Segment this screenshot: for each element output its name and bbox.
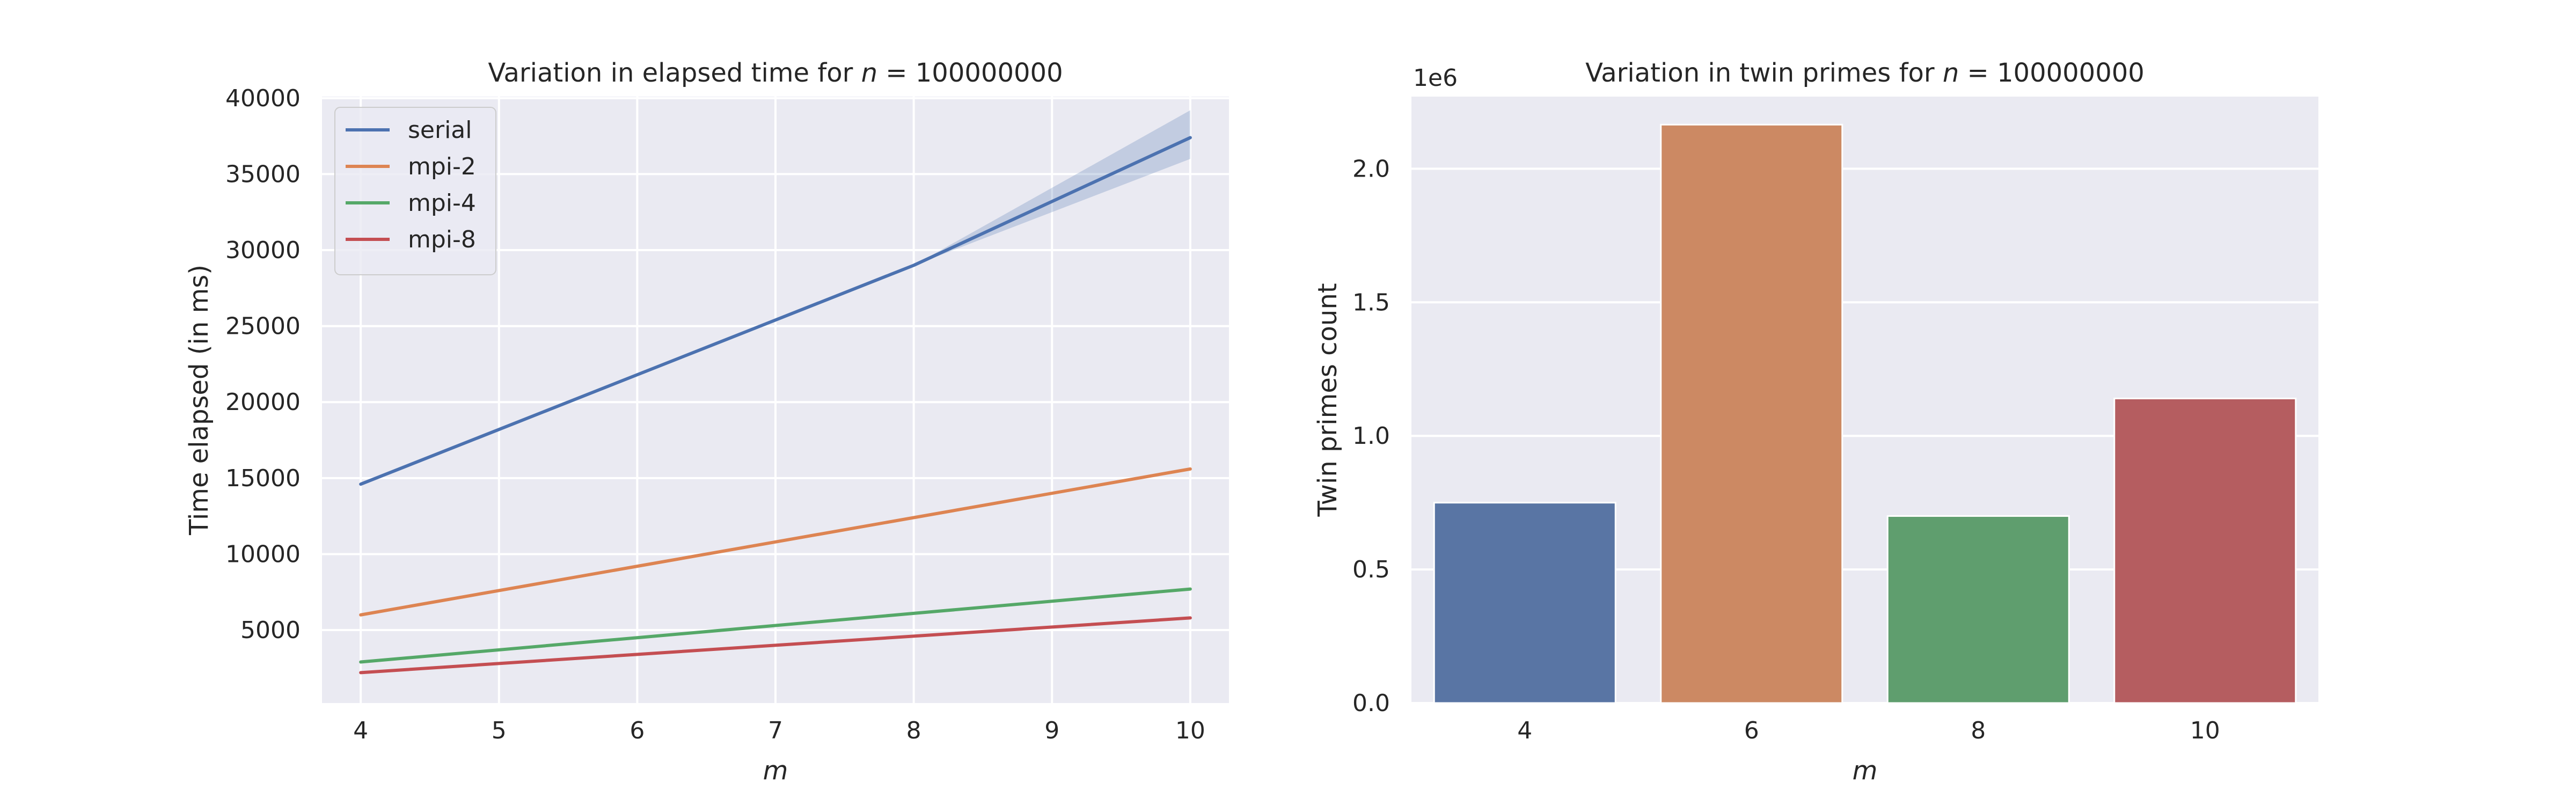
y-tick-label: 25000 — [225, 313, 301, 340]
y-tick-label: 10000 — [225, 540, 301, 568]
legend-label-serial: serial — [408, 116, 472, 144]
y-tick-labels: 5000 10000 15000 20000 25000 30000 35000 40000 — [225, 85, 301, 644]
x-tick-label: 6 — [630, 717, 645, 744]
x-tick-label: 10 — [1175, 717, 1205, 744]
x-tick-labels: 4 6 8 10 — [1517, 717, 2220, 744]
x-axis-label: m — [763, 756, 788, 786]
chart-title: Variation in twin primes for n = 1000000… — [1585, 58, 2145, 88]
y-tick-label: 40000 — [225, 85, 301, 112]
x-tick-label: 4 — [1517, 717, 1532, 744]
x-tick-label: 10 — [2190, 717, 2220, 744]
x-tick-label: 7 — [768, 717, 783, 744]
y-tick-label: 15000 — [225, 465, 301, 492]
y-tick-label: 5000 — [240, 617, 301, 644]
x-tick-label: 4 — [353, 717, 368, 744]
y-tick-labels: 0.0 0.5 1.0 1.5 2.0 — [1352, 155, 1390, 717]
legend-box — [334, 107, 496, 275]
grid — [322, 97, 1229, 703]
series-line-serial — [359, 136, 1192, 486]
y-axis-label: Twin primes count — [1313, 283, 1343, 517]
y-tick-label: 1.0 — [1352, 422, 1390, 450]
x-tick-label: 8 — [906, 717, 921, 744]
axis-offset-label: 1e6 — [1413, 64, 1458, 92]
x-tick-label: 9 — [1044, 717, 1059, 744]
y-tick-label: 35000 — [225, 160, 301, 188]
bar-10 — [2113, 398, 2297, 704]
legend: serial mpi-2 mpi-4 mpi-8 — [334, 107, 496, 275]
y-tick-label: 0.0 — [1352, 690, 1390, 717]
legend-label-mpi-8: mpi-8 — [408, 226, 476, 253]
chart-title: Variation in elapsed time for n = 100000… — [488, 58, 1063, 88]
series-line-mpi-4 — [359, 587, 1192, 664]
x-tick-label: 6 — [1744, 717, 1759, 744]
x-tick-label: 5 — [492, 717, 507, 744]
bars — [1433, 123, 2297, 704]
legend-label-mpi-2: mpi-2 — [408, 153, 476, 180]
y-tick-label: 20000 — [225, 389, 301, 416]
y-tick-label: 2.0 — [1352, 155, 1390, 182]
y-tick-label: 1.5 — [1352, 289, 1390, 316]
bar-6 — [1660, 123, 1843, 704]
legend-label-mpi-4: mpi-4 — [408, 189, 476, 217]
bar-4 — [1433, 502, 1616, 704]
series-line-mpi-8 — [359, 616, 1192, 675]
y-axis-label: Time elapsed (in ms) — [184, 265, 214, 536]
x-tick-labels: 4 5 6 7 8 9 10 — [353, 717, 1205, 744]
y-tick-label: 30000 — [225, 237, 301, 264]
series-line-mpi-2 — [359, 467, 1192, 617]
series-lines — [359, 136, 1192, 675]
y-tick-label: 0.5 — [1352, 556, 1390, 583]
x-axis-label: m — [1853, 756, 1878, 786]
elapsed-time-line-chart: 4 5 6 7 8 9 10 5000 10000 15000 20000 25000 30000 35… — [184, 58, 1229, 786]
x-tick-label: 8 — [1971, 717, 1986, 744]
twin-primes-bar-chart: 4 6 8 10 0.0 0.5 1.0 1.5 2.0 1e6 Variation in t… — [1313, 58, 2318, 786]
bar-8 — [1886, 515, 2070, 704]
